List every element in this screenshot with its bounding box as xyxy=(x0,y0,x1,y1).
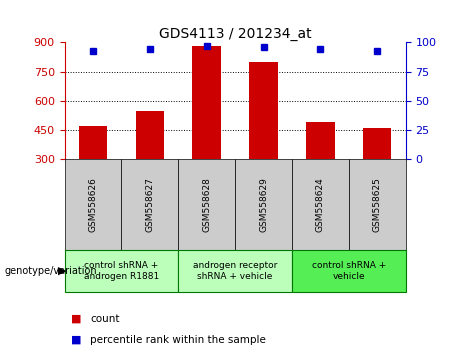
Bar xyxy=(363,128,391,159)
Text: percentile rank within the sample: percentile rank within the sample xyxy=(90,335,266,345)
Bar xyxy=(65,159,121,250)
Bar xyxy=(292,250,406,292)
Bar xyxy=(249,62,278,159)
Text: androgen receptor
shRNA + vehicle: androgen receptor shRNA + vehicle xyxy=(193,261,278,280)
Text: control shRNA +
vehicle: control shRNA + vehicle xyxy=(312,261,386,280)
Title: GDS4113 / 201234_at: GDS4113 / 201234_at xyxy=(159,28,312,41)
Bar xyxy=(349,159,406,250)
Bar xyxy=(79,126,107,159)
Text: count: count xyxy=(90,314,119,324)
Text: GSM558625: GSM558625 xyxy=(373,177,382,232)
Bar xyxy=(235,159,292,250)
Bar xyxy=(306,122,335,159)
Text: GSM558627: GSM558627 xyxy=(145,177,154,232)
Text: control shRNA +
androgen R1881: control shRNA + androgen R1881 xyxy=(84,261,159,280)
Bar xyxy=(193,46,221,159)
Text: ■: ■ xyxy=(71,314,82,324)
Bar xyxy=(121,159,178,250)
Bar xyxy=(136,110,164,159)
Text: ■: ■ xyxy=(71,335,82,345)
Text: genotype/variation: genotype/variation xyxy=(5,266,97,276)
Text: ▶: ▶ xyxy=(58,266,66,276)
Text: GSM558628: GSM558628 xyxy=(202,177,211,232)
Bar xyxy=(65,250,178,292)
Text: GSM558629: GSM558629 xyxy=(259,177,268,232)
Bar xyxy=(178,250,292,292)
Bar xyxy=(178,159,235,250)
Text: GSM558624: GSM558624 xyxy=(316,177,325,232)
Bar xyxy=(292,159,349,250)
Text: GSM558626: GSM558626 xyxy=(89,177,97,232)
